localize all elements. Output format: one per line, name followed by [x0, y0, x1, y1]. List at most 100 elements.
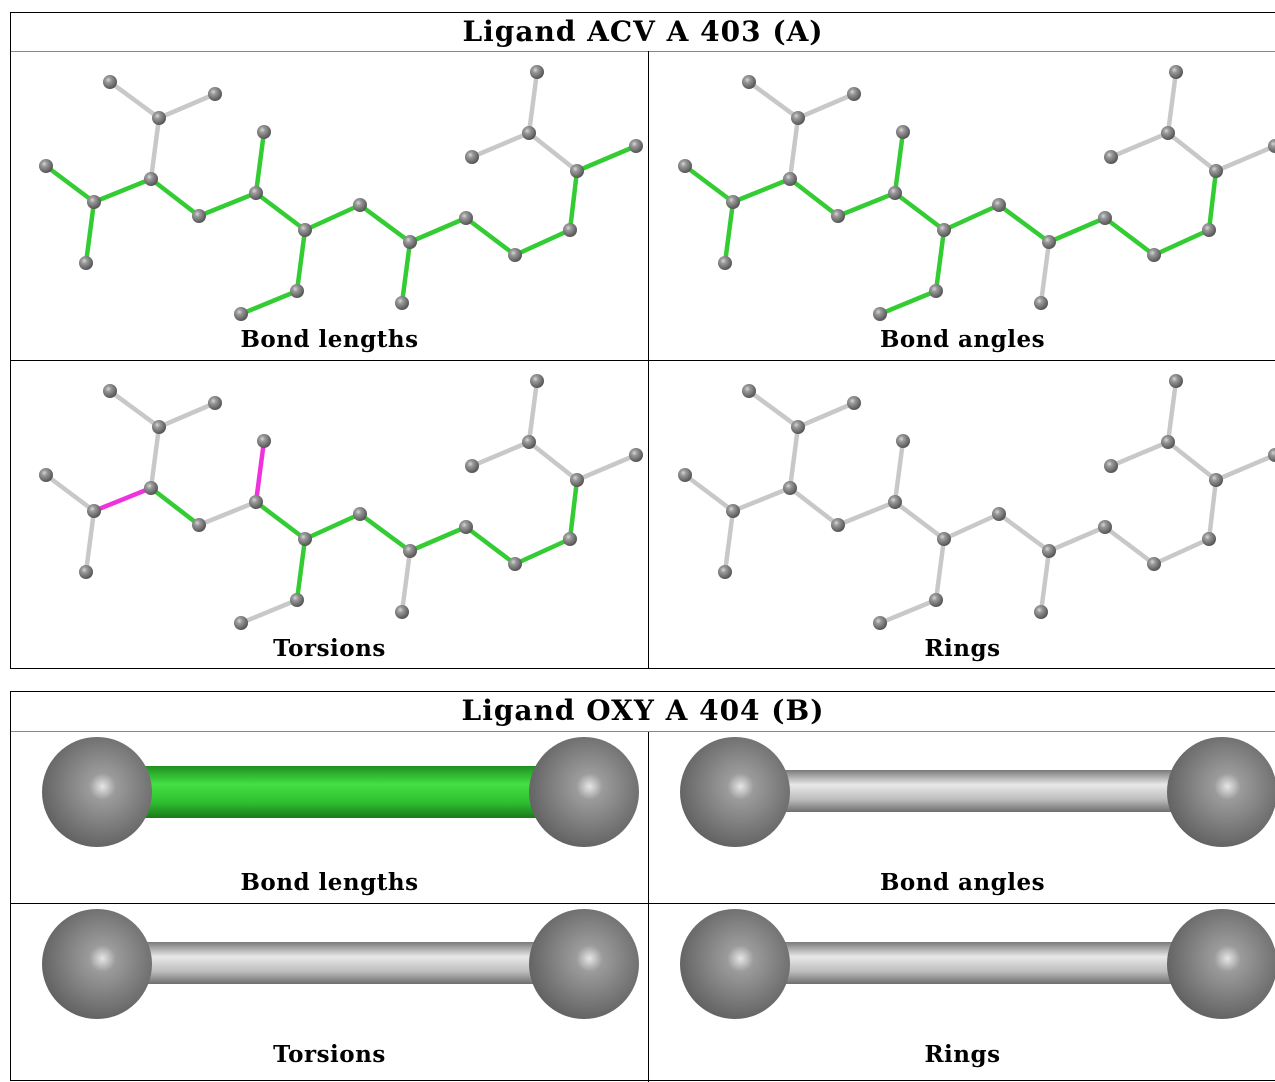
bond [294, 536, 308, 603]
atom [742, 75, 756, 89]
bond [941, 511, 1002, 542]
ligand-a-hdivider [11, 360, 1275, 361]
ligand-a-panel-torsions: Torsions [11, 361, 648, 669]
atom [79, 565, 93, 579]
bond [43, 163, 97, 205]
ligand-b-molecule-bond-lengths [42, 737, 639, 847]
atom [1098, 520, 1112, 534]
ligand-b-panel-bond-angles: Bond angles [649, 732, 1275, 903]
atom [563, 532, 577, 546]
bond [722, 508, 736, 575]
bond [91, 485, 154, 514]
atom [937, 223, 951, 237]
atom [791, 111, 805, 125]
ligand-b-block: Ligand OXY A 404 (B) Bond lengths Bond a… [10, 691, 1275, 1082]
bond [399, 239, 413, 306]
atom [1104, 150, 1118, 164]
atom [192, 518, 206, 532]
bond [835, 499, 898, 528]
bond [892, 129, 906, 196]
bond [1046, 215, 1108, 245]
ligand-b-panel-bond-lengths: Bond lengths [11, 732, 648, 903]
atom [563, 223, 577, 237]
atom [530, 374, 544, 388]
bond [730, 176, 793, 205]
atom [726, 504, 740, 518]
atom [257, 434, 271, 448]
bond [1213, 452, 1275, 483]
atom [896, 434, 910, 448]
atom [1202, 532, 1216, 546]
bond [469, 439, 532, 469]
atom [1042, 235, 1056, 249]
bond [148, 115, 162, 182]
ligand-a-molecule-rings [678, 374, 1275, 630]
atom [570, 164, 584, 178]
bond [148, 424, 162, 491]
atom [87, 195, 101, 209]
panel-caption: Bond angles [879, 326, 1046, 353]
bond [83, 508, 97, 575]
atom [678, 468, 692, 482]
bond [1213, 143, 1275, 174]
atom [680, 737, 790, 847]
panel-caption: Torsions [273, 1041, 386, 1068]
atom [208, 396, 222, 410]
atom [847, 396, 861, 410]
ligand-b-panel-rings: Rings [649, 904, 1275, 1070]
ligand-a-title: Ligand ACV A 403 (A) [462, 15, 824, 48]
bond [526, 378, 540, 445]
panel-caption: Bond lengths [240, 326, 419, 353]
atom [629, 448, 643, 462]
bond [156, 400, 218, 430]
bond [787, 485, 841, 528]
atom [144, 481, 158, 495]
atom [718, 565, 732, 579]
bond [996, 202, 1052, 245]
bond [526, 130, 580, 174]
panel-caption: Rings [924, 1041, 1001, 1068]
atom [1209, 164, 1223, 178]
atom [1034, 605, 1048, 619]
atom [742, 384, 756, 398]
atom [257, 125, 271, 139]
ligand-b-title: Ligand OXY A 404 (B) [461, 694, 825, 727]
ligand-b-title-rule [11, 731, 1275, 732]
bond [156, 91, 218, 121]
bond [302, 202, 363, 233]
bond [302, 511, 363, 542]
bond [96, 766, 566, 818]
atom [395, 296, 409, 310]
atom [39, 159, 53, 173]
bond [877, 288, 939, 317]
atom [1268, 448, 1275, 462]
bond [1108, 439, 1171, 469]
bond [294, 227, 308, 294]
ligand-a-panel-bond-lengths: Bond lengths [11, 52, 648, 360]
bond [253, 438, 267, 505]
atom [929, 284, 943, 298]
panel-caption: Torsions [273, 635, 386, 662]
atom [1161, 435, 1175, 449]
atom [992, 198, 1006, 212]
bond [399, 548, 413, 615]
bond [148, 176, 202, 219]
atom [465, 459, 479, 473]
atom [290, 284, 304, 298]
atom [290, 593, 304, 607]
bond [43, 472, 97, 514]
bond [746, 79, 801, 121]
atom [847, 87, 861, 101]
ligand-b-panel-torsions: Torsions [11, 904, 648, 1070]
atom [459, 520, 473, 534]
bond [526, 439, 580, 483]
bond [892, 499, 947, 542]
atom [395, 605, 409, 619]
atom [522, 435, 536, 449]
bond [730, 485, 793, 514]
atom [1042, 544, 1056, 558]
bond [787, 115, 801, 182]
bond [107, 388, 162, 430]
bond [787, 176, 841, 219]
bond [835, 190, 898, 219]
